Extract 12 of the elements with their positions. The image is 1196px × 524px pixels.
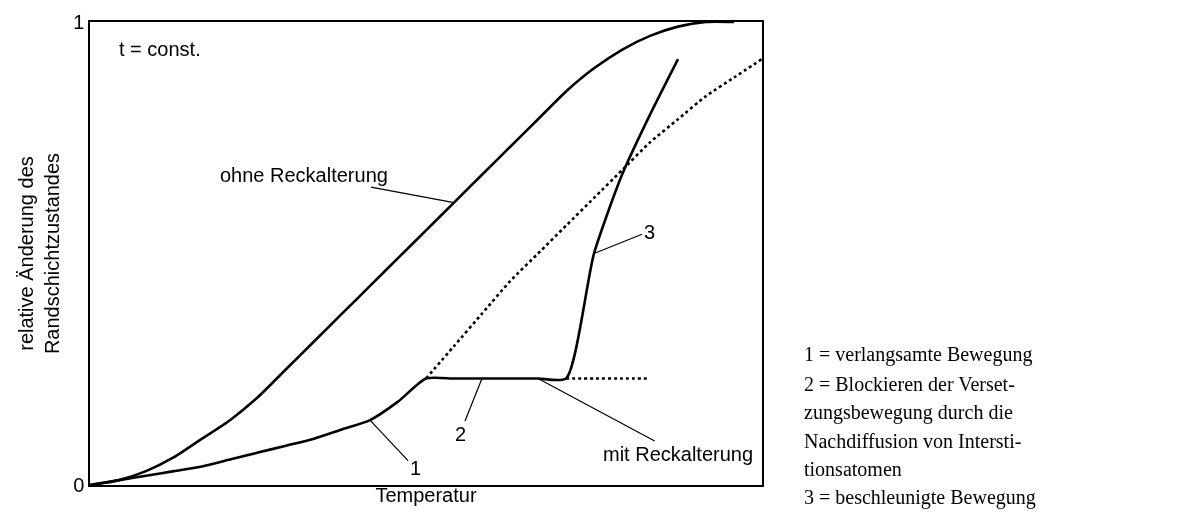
text: 1 = verlangsamte Bewegung [804, 343, 1033, 366]
text: 2 = Blockieren der Verset- zungsbewegung durch die Nachdiffusion von Intersti- tionsatomen [804, 373, 1022, 480]
text: ohne Reckalterung [220, 164, 388, 186]
text: 3 = beschleunigte Bewegung [804, 486, 1036, 509]
annotation: 3 [644, 221, 656, 243]
y-tick-label: 0 [73, 474, 85, 496]
text: mit Reckalterung [603, 443, 754, 465]
annotation: 1 [410, 457, 422, 479]
annotation: t = const. [119, 38, 201, 60]
x-axis-title: Temperatur [375, 483, 477, 506]
y-axis-title: relative Änderung des Randschichtzustandes [15, 152, 64, 355]
annotation: 2 [455, 423, 467, 445]
